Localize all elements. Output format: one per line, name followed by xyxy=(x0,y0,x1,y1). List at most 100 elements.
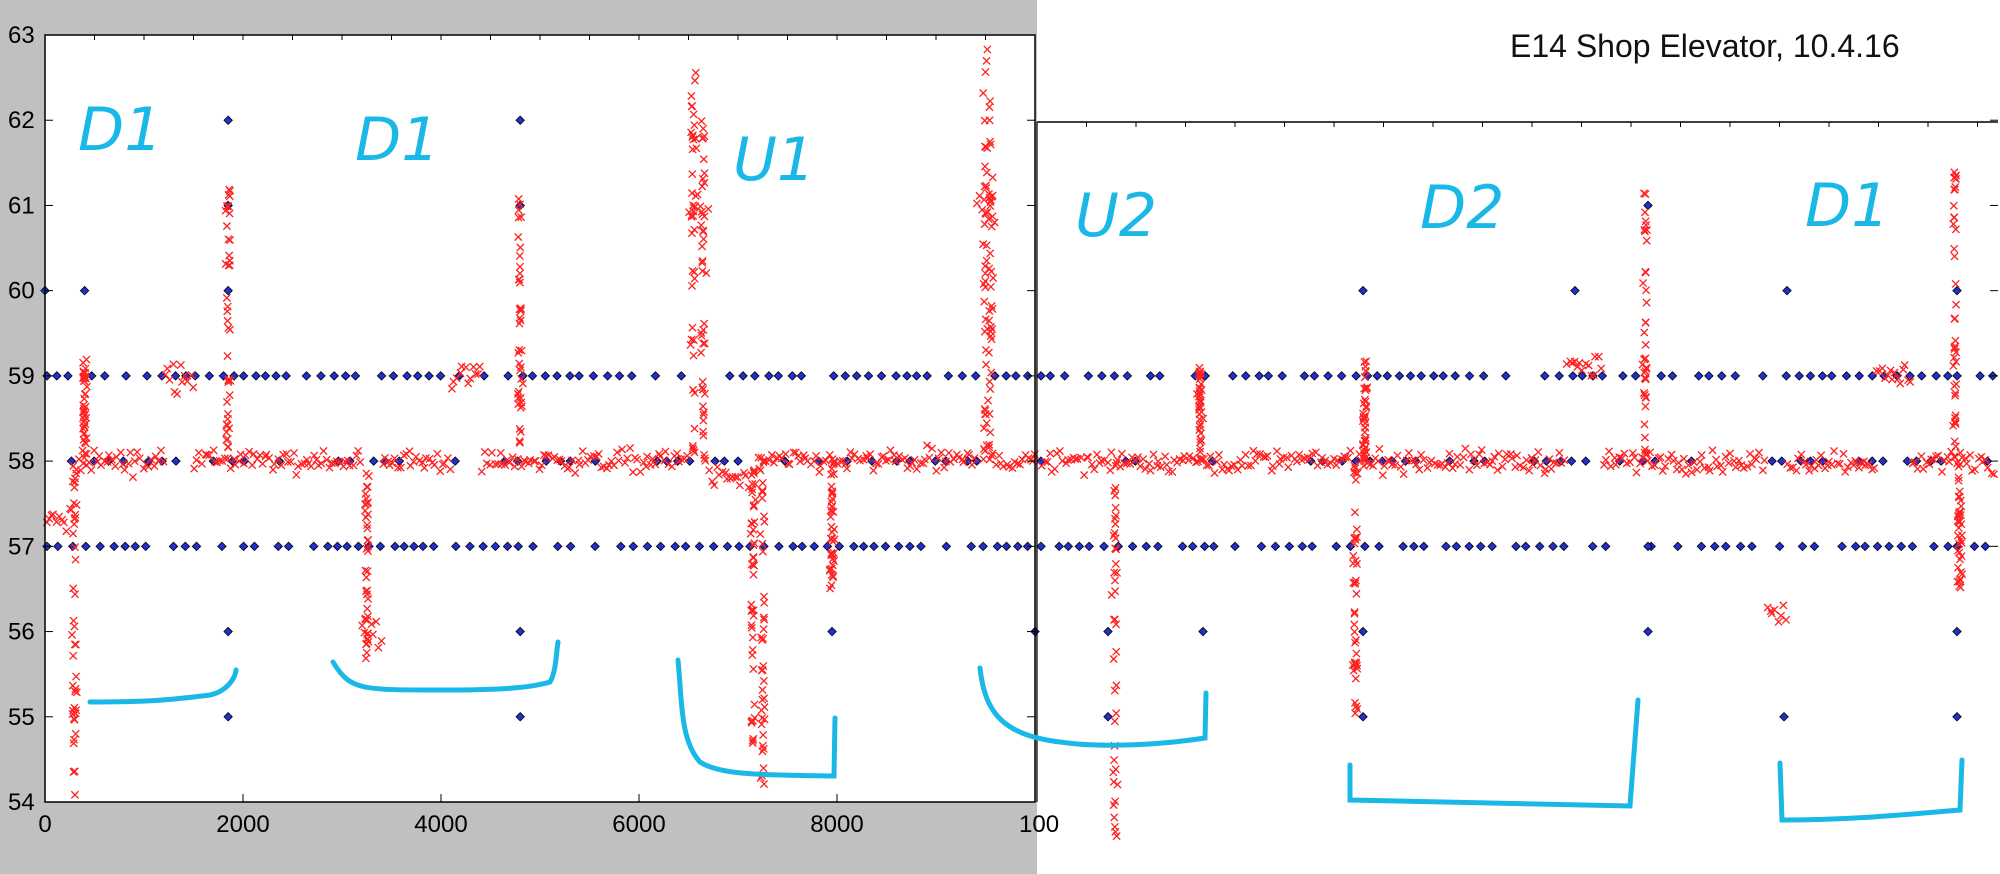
cross-point xyxy=(362,544,371,553)
diamond-point xyxy=(1758,371,1768,381)
cross-point xyxy=(643,452,652,461)
cross-point xyxy=(1642,286,1651,295)
cross-point xyxy=(1090,465,1099,474)
cross-point xyxy=(1110,717,1119,726)
cross-point xyxy=(1050,464,1059,474)
cross-point xyxy=(222,202,232,211)
cross-point xyxy=(379,460,388,469)
cross-point xyxy=(760,694,769,703)
cross-point xyxy=(1641,189,1650,199)
cross-point xyxy=(1797,450,1806,459)
diamond-point xyxy=(1464,541,1474,552)
cross-point xyxy=(1353,469,1362,478)
diamond-point xyxy=(424,371,434,381)
cross-point xyxy=(900,454,910,463)
diamond-point xyxy=(552,541,563,552)
diamond-point xyxy=(1036,541,1046,552)
cross-point xyxy=(937,448,946,457)
diamond-point xyxy=(1419,541,1429,552)
cross-point xyxy=(289,448,299,458)
y-tick-label: 54 xyxy=(8,789,35,816)
cross-point xyxy=(958,455,967,464)
diamond-point xyxy=(1630,371,1641,381)
cross-point xyxy=(1351,578,1360,587)
cross-point xyxy=(1162,460,1171,469)
diamond-point xyxy=(53,541,63,552)
cross-point xyxy=(698,385,708,394)
diamond-point xyxy=(540,371,551,381)
cross-point xyxy=(1641,268,1650,277)
diamond-point xyxy=(223,712,233,722)
cross-point xyxy=(980,182,989,191)
diamond-point xyxy=(970,371,981,381)
cross-point xyxy=(578,447,587,456)
cross-point xyxy=(1953,512,1963,521)
diamond-point xyxy=(828,371,839,381)
cross-point xyxy=(690,448,699,457)
cross-point xyxy=(614,456,623,465)
diamond-point xyxy=(992,541,1003,552)
cross-point xyxy=(759,730,768,740)
cross-point xyxy=(1352,525,1361,534)
cross-point xyxy=(513,454,522,464)
cross-point xyxy=(874,459,883,468)
cross-point xyxy=(1350,608,1359,617)
cross-point xyxy=(1632,468,1641,477)
diamond-point xyxy=(274,456,285,466)
diamond-point xyxy=(725,371,735,381)
diamond-point xyxy=(966,541,977,552)
cross-point xyxy=(826,565,835,574)
cross-point xyxy=(515,278,524,287)
cross-point xyxy=(516,366,525,375)
annotation-label: D2 xyxy=(1420,173,1504,243)
cross-point xyxy=(354,446,363,455)
cross-point xyxy=(312,455,321,464)
cross-point xyxy=(757,633,766,642)
cross-point xyxy=(176,361,185,370)
diamond-point xyxy=(513,541,524,552)
cross-point xyxy=(1363,383,1372,392)
cross-point xyxy=(1642,298,1651,307)
cross-point xyxy=(1932,452,1941,461)
cross-point xyxy=(982,256,991,265)
cross-point xyxy=(135,454,144,463)
diamond-point xyxy=(329,371,339,381)
cross-point xyxy=(1341,453,1350,462)
cross-point xyxy=(215,456,224,465)
cross-point xyxy=(530,457,539,466)
cross-point xyxy=(1545,455,1554,464)
cross-point xyxy=(781,449,790,459)
cross-point xyxy=(225,235,235,245)
cross-point xyxy=(1396,462,1405,471)
cross-point xyxy=(1352,649,1361,658)
cross-point xyxy=(1919,464,1928,474)
diamond-point xyxy=(402,371,412,381)
cross-point xyxy=(750,713,759,722)
cross-point xyxy=(1943,453,1952,462)
diamond-point xyxy=(323,541,333,552)
cross-point xyxy=(1195,384,1204,393)
cross-point xyxy=(689,446,698,455)
cross-point xyxy=(1109,531,1118,540)
diamond-point xyxy=(1256,541,1267,552)
cross-point xyxy=(827,581,836,590)
cross-point xyxy=(985,116,994,125)
cross-point xyxy=(689,207,698,216)
diamond-point xyxy=(1374,541,1384,552)
cross-point xyxy=(1906,377,1915,386)
cross-point xyxy=(1360,456,1369,465)
cross-point xyxy=(747,621,756,630)
cross-point xyxy=(78,414,88,423)
annotation-bracket xyxy=(87,667,239,705)
cross-point xyxy=(1351,464,1360,473)
cross-point xyxy=(1950,173,1960,182)
cross-point xyxy=(361,500,370,509)
diamond-point xyxy=(978,541,988,552)
cross-point xyxy=(749,502,758,511)
cross-point xyxy=(1878,364,1887,373)
diamond-point xyxy=(1618,371,1628,381)
diamond-point xyxy=(350,371,361,381)
cross-point xyxy=(690,388,699,398)
cross-point xyxy=(1097,456,1106,465)
cross-point xyxy=(1953,531,1962,540)
